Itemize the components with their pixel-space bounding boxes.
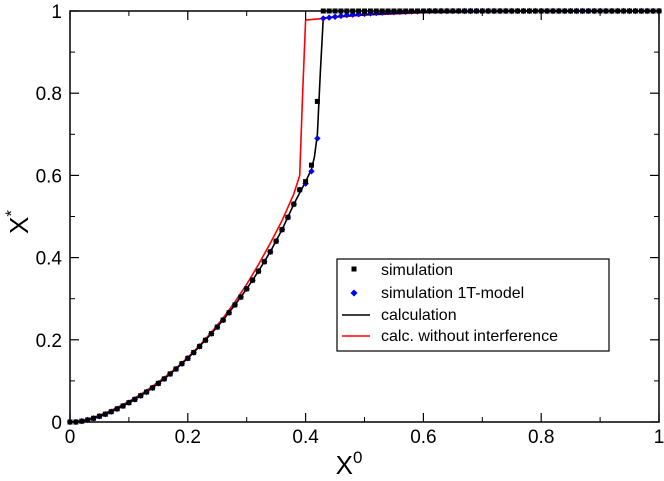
data-point-simulation (96, 413, 102, 419)
data-point-simulation-1t-model (308, 168, 315, 175)
data-point-simulation (191, 350, 197, 356)
x-axis-label-sup: 0 (353, 448, 362, 467)
data-point-simulation-1t-model (337, 12, 345, 20)
data-point-simulation (126, 400, 132, 406)
y-tick-label: 1 (51, 2, 62, 23)
data-point-simulation-1t-model (320, 15, 327, 22)
data-point-simulation (197, 343, 203, 349)
data-point-simulation (179, 361, 185, 367)
data-point-simulation (238, 294, 244, 300)
data-point-simulation (161, 376, 167, 382)
data-point-simulation (108, 409, 114, 415)
legend: simulation simulation 1T-model calculati… (336, 258, 610, 352)
y-tick-label: 0.4 (36, 249, 63, 270)
data-point-simulation (273, 238, 279, 244)
y-tick-label: 0.2 (36, 331, 62, 352)
data-point-simulation (138, 393, 144, 399)
legend-marker-simulation-1t (350, 289, 358, 297)
data-point-simulation (279, 227, 285, 233)
series-line-calc-without-interference (69, 10, 659, 423)
data-point-simulation (91, 415, 97, 421)
data-point-simulation (267, 249, 273, 255)
y-axis-label: X* (2, 210, 34, 234)
legend-label-simulation: simulation (381, 262, 453, 279)
x-tick-label: 0.8 (528, 427, 554, 448)
y-axis-label-sup: * (2, 210, 21, 217)
series-line-calculation (69, 10, 659, 423)
data-point-simulation (303, 179, 309, 185)
x-tick-label: 0.4 (292, 427, 319, 448)
ticks-layer (69, 10, 660, 423)
plot-frame (69, 10, 660, 423)
x-tick-label: 0.2 (175, 427, 201, 448)
data-point-simulation (255, 268, 261, 274)
data-point-simulation (314, 98, 320, 104)
data-point-simulation (149, 385, 155, 391)
y-tick-label: 0.6 (36, 166, 62, 187)
data-point-simulation (220, 317, 226, 323)
tick-labels: 0 0.2 0.4 0.6 0.8 1 0 0.2 0.4 0.6 0.8 1 (36, 2, 664, 448)
data-point-simulation (185, 355, 191, 361)
data-point-simulation-1t-model (325, 14, 333, 21)
data-point-simulation (291, 201, 297, 207)
y-tick-label: 0.8 (36, 84, 62, 105)
data-point-simulation (208, 331, 214, 337)
data-point-simulation (173, 366, 179, 372)
data-point-simulation (114, 406, 120, 412)
data-point-simulation-1t-model (314, 135, 321, 142)
data-point-simulation (102, 411, 108, 417)
series-markers-simulation-1t-model (66, 7, 663, 426)
legend-label-calc-without-interference: calc. without interference (381, 328, 558, 345)
legend-label-calculation: calculation (381, 307, 457, 324)
series-layer (66, 7, 663, 426)
data-point-simulation (167, 371, 173, 377)
data-point-simulation (285, 214, 291, 220)
data-point-simulation (79, 418, 85, 424)
legend-label-simulation-1t: simulation 1T-model (381, 285, 524, 302)
data-point-simulation (144, 389, 150, 395)
x-axis-label: X0 (336, 448, 363, 480)
data-point-simulation (244, 286, 250, 292)
data-point-simulation (261, 259, 267, 265)
y-tick-label: 0 (51, 413, 62, 434)
x-tick-label: 0 (65, 427, 76, 448)
data-point-simulation (120, 403, 126, 409)
data-point-simulation (297, 187, 303, 193)
data-point-simulation (226, 310, 232, 316)
data-point-simulation (250, 277, 256, 283)
data-point-simulation (232, 302, 238, 308)
series-markers-simulation (67, 8, 662, 425)
data-point-simulation-1t-model (343, 11, 351, 19)
data-point-simulation (308, 162, 314, 168)
data-point-simulation (214, 324, 220, 330)
data-point-simulation (132, 396, 138, 402)
legend-box (336, 258, 610, 352)
x-tick-label: 0.6 (410, 427, 436, 448)
data-point-simulation (155, 380, 161, 386)
data-point-simulation (85, 417, 91, 423)
x-tick-label: 1 (654, 427, 664, 448)
data-point-simulation (202, 337, 208, 343)
data-point-simulation-1t-model (331, 13, 339, 20)
legend-marker-simulation (351, 266, 357, 272)
